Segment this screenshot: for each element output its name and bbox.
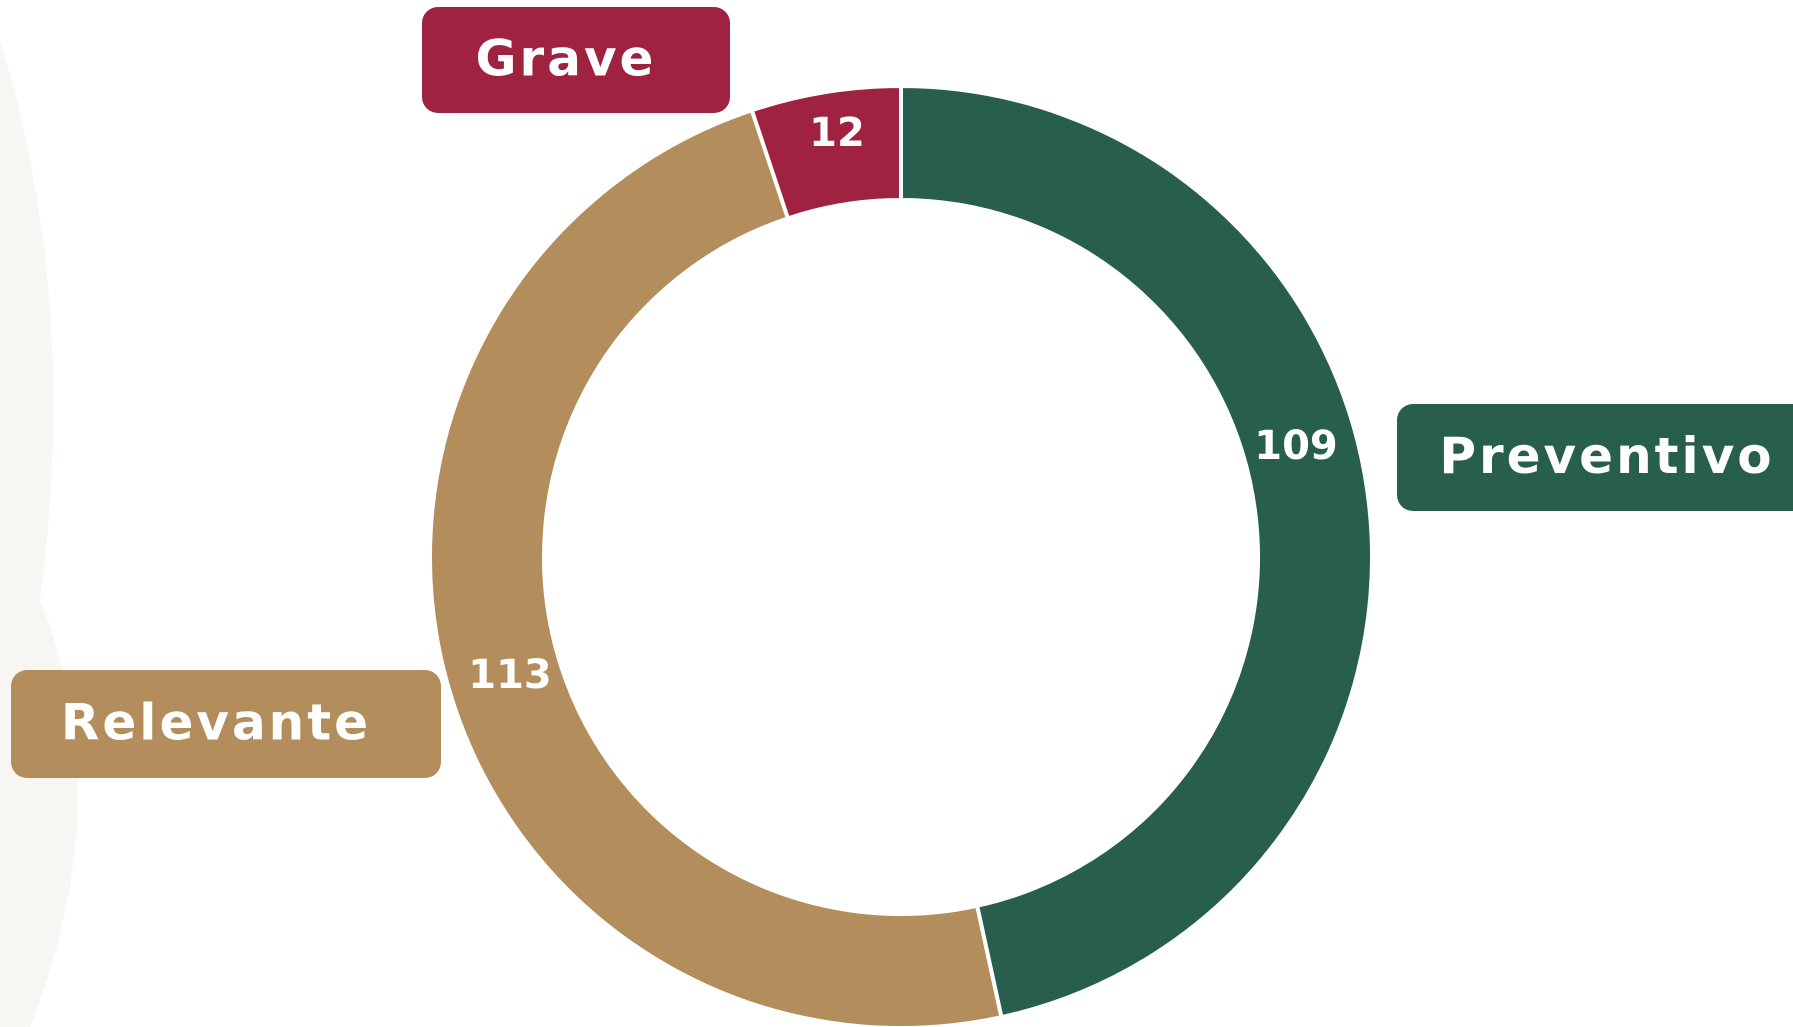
category-label: Preventivo bbox=[1439, 427, 1774, 485]
label-box bbox=[1397, 404, 1793, 511]
slice bbox=[749, 83, 903, 221]
slice bbox=[899, 83, 1374, 1020]
value-label: 109 bbox=[1254, 423, 1338, 469]
category-label: Grave bbox=[476, 30, 657, 88]
category-label: Relevante bbox=[61, 694, 371, 752]
slice bbox=[428, 107, 1004, 1027]
label-box bbox=[11, 670, 441, 778]
background-pattern bbox=[0, 40, 78, 1027]
label-box bbox=[422, 7, 730, 113]
value-label: 113 bbox=[468, 652, 552, 698]
value-label: 12 bbox=[809, 110, 865, 156]
